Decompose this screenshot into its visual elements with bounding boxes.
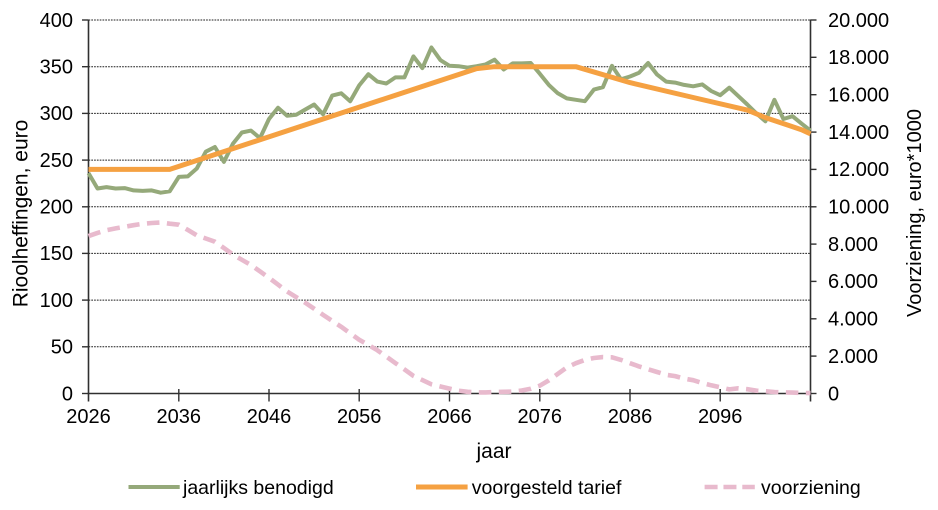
svg-text:10.000: 10.000 — [828, 197, 889, 219]
svg-text:150: 150 — [40, 243, 73, 265]
svg-text:2076: 2076 — [518, 406, 563, 428]
svg-text:350: 350 — [40, 57, 73, 79]
svg-text:400: 400 — [40, 10, 73, 32]
svg-text:2086: 2086 — [608, 406, 653, 428]
svg-text:100: 100 — [40, 290, 73, 312]
svg-text:200: 200 — [40, 197, 73, 219]
svg-text:jaarlijks benodigd: jaarlijks benodigd — [182, 477, 334, 499]
svg-text:250: 250 — [40, 150, 73, 172]
svg-text:18.000: 18.000 — [828, 47, 889, 69]
svg-text:16.000: 16.000 — [828, 85, 889, 107]
svg-text:2066: 2066 — [427, 406, 472, 428]
svg-text:voorziening: voorziening — [761, 477, 861, 499]
svg-text:2026: 2026 — [66, 406, 111, 428]
svg-text:2056: 2056 — [337, 406, 382, 428]
svg-text:50: 50 — [51, 337, 73, 359]
svg-text:300: 300 — [40, 103, 73, 125]
svg-text:Rioolheffingen, euro: Rioolheffingen, euro — [9, 120, 32, 308]
svg-text:jaar: jaar — [475, 440, 511, 463]
svg-text:2046: 2046 — [247, 406, 292, 428]
svg-text:voorgesteld tarief: voorgesteld tarief — [472, 477, 622, 499]
svg-text:2.000: 2.000 — [828, 346, 878, 368]
svg-text:Voorziening, euro*1000: Voorziening, euro*1000 — [904, 109, 926, 317]
svg-text:2036: 2036 — [157, 406, 202, 428]
svg-text:4.000: 4.000 — [828, 309, 878, 331]
svg-text:14.000: 14.000 — [828, 122, 889, 144]
svg-text:0: 0 — [62, 383, 73, 405]
svg-text:0: 0 — [828, 383, 839, 405]
svg-text:20.000: 20.000 — [828, 10, 889, 32]
svg-text:2096: 2096 — [698, 406, 743, 428]
svg-text:12.000: 12.000 — [828, 159, 889, 181]
svg-text:8.000: 8.000 — [828, 234, 878, 256]
svg-text:6.000: 6.000 — [828, 271, 878, 293]
